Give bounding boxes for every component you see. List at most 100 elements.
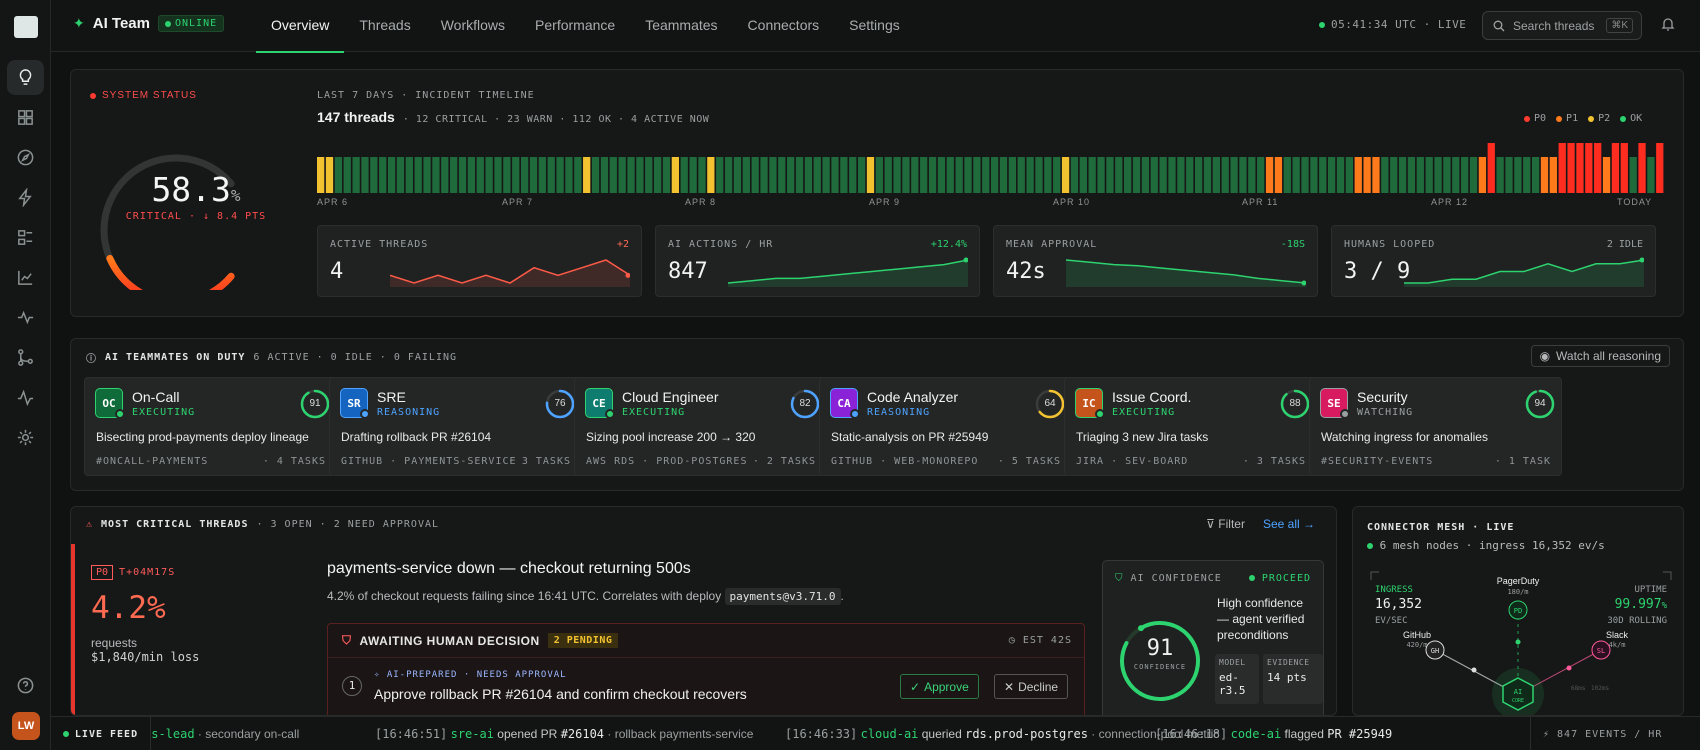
decline-button[interactable]: ✕ Decline — [994, 674, 1069, 699]
timeline-bar[interactable] — [494, 157, 502, 193]
timeline-bar[interactable] — [1115, 157, 1123, 193]
timeline-bar[interactable] — [618, 157, 626, 193]
timeline-bar[interactable] — [432, 157, 440, 193]
timeline-bar[interactable] — [379, 157, 387, 193]
branch-icon[interactable] — [16, 348, 35, 367]
timeline-bar[interactable] — [334, 157, 343, 193]
compass-icon[interactable] — [16, 148, 35, 167]
timeline-bar[interactable] — [751, 157, 759, 193]
timeline-bar[interactable] — [1629, 157, 1637, 193]
timeline-bar[interactable] — [813, 157, 821, 193]
pulse-icon[interactable] — [16, 308, 35, 327]
feed-event[interactable]: [16:46:51] sre-ai opened PR #26104 · rol… — [375, 727, 754, 741]
timeline-bar[interactable] — [645, 157, 653, 193]
tab-threads[interactable]: Threads — [359, 17, 411, 33]
timeline-bar[interactable] — [1487, 143, 1495, 193]
timeline-bar[interactable] — [1177, 157, 1185, 193]
timeline-bar[interactable] — [760, 157, 768, 193]
timeline-bar[interactable] — [884, 157, 892, 193]
timeline-bar[interactable] — [920, 157, 928, 193]
timeline-bar[interactable] — [1514, 157, 1522, 193]
grid-icon[interactable] — [16, 108, 35, 127]
timeline-bar[interactable] — [1026, 157, 1034, 193]
timeline-bar[interactable] — [937, 157, 946, 193]
timeline-bar[interactable] — [1354, 157, 1362, 193]
timeline-bar[interactable] — [565, 157, 573, 193]
teammate-card[interactable]: CE Cloud Engineer EXECUTING 82 Sizing po… — [574, 377, 827, 476]
watch-all-reasoning-button[interactable]: ◉ Watch all reasoning — [1530, 345, 1670, 367]
bolt-icon[interactable] — [16, 187, 35, 208]
approve-button[interactable]: ✓ Approve — [900, 674, 979, 699]
timeline-bar[interactable] — [964, 157, 972, 193]
timeline-bar[interactable] — [1390, 157, 1398, 193]
timeline-bar[interactable] — [485, 157, 493, 193]
timeline-bar[interactable] — [458, 157, 467, 193]
logo[interactable] — [14, 16, 38, 38]
timeline-bar[interactable] — [662, 157, 671, 193]
feed-event[interactable]: [16:46:18] code-ai flagged PR #25949 — [1155, 727, 1393, 741]
timeline-bar[interactable] — [583, 157, 591, 193]
timeline-bar[interactable] — [1620, 143, 1628, 193]
teammate-card[interactable]: IC Issue Coord. EXECUTING 88 Triaging 3 … — [1064, 377, 1317, 476]
timeline-bar[interactable] — [627, 157, 635, 193]
timeline-bar[interactable] — [1150, 157, 1158, 193]
timeline-bar[interactable] — [1398, 157, 1407, 193]
timeline-bar[interactable] — [946, 157, 954, 193]
timeline-bar[interactable] — [467, 157, 476, 193]
timeline-bar[interactable] — [1283, 157, 1291, 193]
timeline-bar[interactable] — [1567, 143, 1575, 193]
timeline-bar[interactable] — [1035, 157, 1043, 193]
timeline-bar[interactable] — [1576, 143, 1584, 193]
timeline-bar[interactable] — [1319, 157, 1327, 193]
timeline-bar[interactable] — [387, 157, 396, 193]
tab-teammates[interactable]: Teammates — [645, 17, 718, 33]
teammate-card[interactable]: OC On-Call EXECUTING 91 Bisecting prod-p… — [84, 377, 337, 476]
kpi-mean-approval[interactable]: MEAN APPROVAL -18S 42s — [993, 225, 1318, 297]
timeline-bar[interactable] — [361, 157, 369, 193]
tab-overview[interactable]: Overview — [256, 0, 345, 53]
timeline-bar[interactable] — [574, 157, 582, 193]
timeline-bar[interactable] — [1008, 157, 1017, 193]
timeline-bar[interactable] — [1248, 157, 1256, 193]
timeline-bar[interactable] — [1044, 157, 1052, 193]
timeline-bar[interactable] — [609, 157, 617, 193]
timeline-bar[interactable] — [529, 157, 538, 193]
timeline-bar[interactable] — [1647, 157, 1655, 193]
timeline-bar[interactable] — [600, 157, 609, 193]
timeline-bar[interactable] — [955, 157, 963, 193]
timeline-bar[interactable] — [707, 157, 715, 193]
timeline-bar[interactable] — [893, 157, 901, 193]
timeline-bar[interactable] — [1496, 157, 1504, 193]
timeline-bar[interactable] — [822, 157, 830, 193]
tab-performance[interactable]: Performance — [535, 17, 616, 33]
timeline-bar[interactable] — [1638, 143, 1646, 193]
timeline-bar[interactable] — [911, 157, 919, 193]
timeline-bar[interactable] — [1328, 157, 1336, 193]
timeline-bar[interactable] — [1159, 157, 1167, 193]
timeline-bar[interactable] — [991, 157, 999, 193]
timeline-bar[interactable] — [849, 157, 857, 193]
teammate-card[interactable]: CA Code Analyzer REASONING 64 Static-ana… — [819, 377, 1072, 476]
kpi-ai-actions[interactable]: AI ACTIONS / HR +12.4% 847 — [655, 225, 980, 297]
timeline-bar[interactable] — [538, 157, 546, 193]
timeline-bar[interactable] — [1274, 157, 1283, 193]
timeline-bar[interactable] — [1531, 157, 1540, 193]
feed-event[interactable]: [16:46:33] cloud-ai queried rds.prod-pos… — [785, 727, 1220, 741]
timeline-bar[interactable] — [1585, 143, 1593, 193]
thread-title[interactable]: payments-service down — checkout returni… — [327, 560, 691, 577]
timeline-bar[interactable] — [317, 157, 325, 193]
timeline-bar[interactable] — [1230, 157, 1238, 193]
timeline-bar[interactable] — [1549, 157, 1557, 193]
timeline-bar[interactable] — [547, 157, 555, 193]
timeline-bar[interactable] — [1257, 157, 1265, 193]
user-avatar[interactable]: LW — [12, 712, 40, 740]
timeline-bar[interactable] — [778, 157, 786, 193]
timeline-bar[interactable] — [325, 157, 334, 193]
timeline-bar[interactable] — [1070, 157, 1079, 193]
gear-icon[interactable] — [16, 428, 35, 447]
timeline-bar[interactable] — [352, 157, 360, 193]
timeline-bar[interactable] — [476, 157, 484, 193]
timeline-bar[interactable] — [1053, 157, 1061, 193]
timeline-bar[interactable] — [556, 157, 564, 193]
timeline-bar[interactable] — [866, 157, 875, 193]
